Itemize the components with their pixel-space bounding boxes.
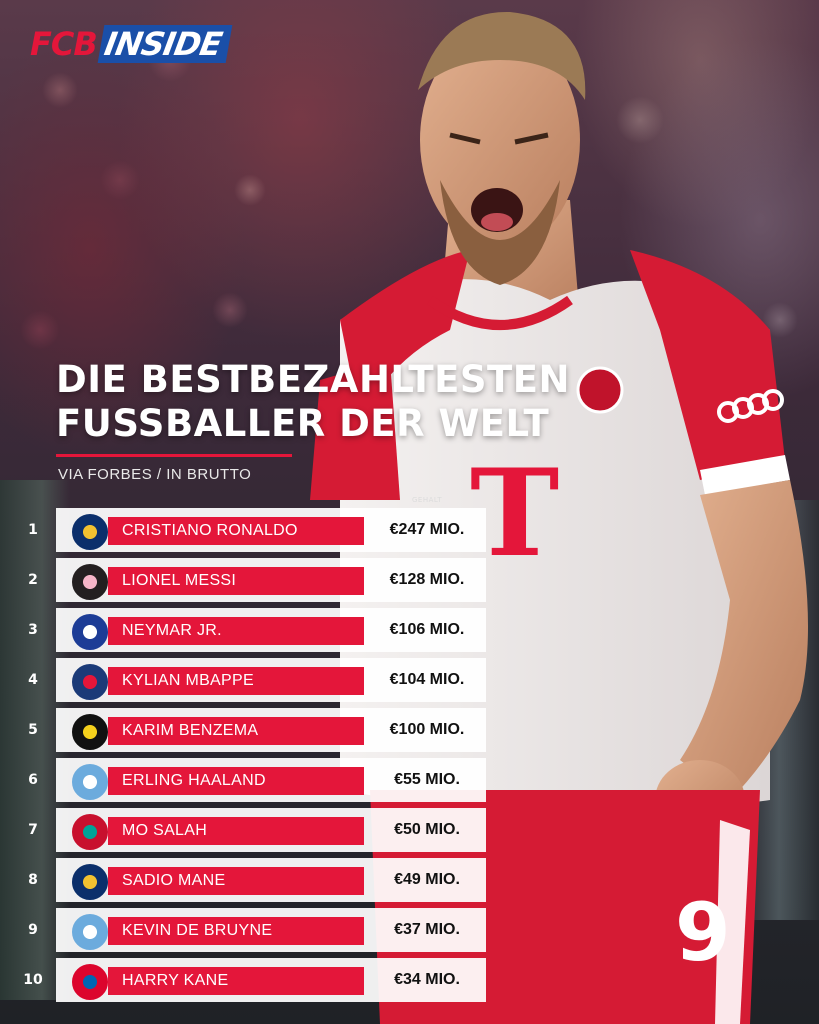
rank-number: 4: [28, 672, 38, 688]
player-name: KEVIN DE BRUYNE: [122, 922, 273, 939]
man-city-crest-icon: [72, 914, 108, 950]
rank-number: 10: [23, 972, 43, 988]
rank-number: 9: [28, 922, 38, 938]
name-bar: [108, 567, 364, 595]
name-bar: [108, 817, 364, 845]
salary-value: €104 MIO.: [389, 671, 465, 688]
rank-number: 7: [28, 822, 38, 838]
title-line-2: FUSSBALLER DER WELT: [56, 402, 550, 445]
name-bar: [108, 967, 364, 995]
name-bar: [108, 917, 364, 945]
salary-column-label: GEHALT: [412, 496, 443, 504]
name-bar: [108, 517, 364, 545]
name-bar: [108, 717, 364, 745]
rank-number: 8: [28, 872, 38, 888]
table-row: 10 HARRY KANE €34 MIO.: [0, 958, 490, 1002]
salary-value: €55 MIO.: [394, 771, 460, 788]
player-name: CRISTIANO RONALDO: [122, 522, 298, 539]
source-subtitle: VIA FORBES / IN BRUTTO: [58, 466, 252, 483]
table-row: 4 KYLIAN MBAPPE €104 MIO.: [0, 658, 490, 702]
player-name: ERLING HAALAND: [122, 772, 266, 789]
liverpool-crest-icon: [72, 814, 108, 850]
player-name: NEYMAR JR.: [122, 622, 222, 639]
rank-number: 2: [28, 572, 38, 588]
rank-number: 6: [28, 772, 38, 788]
player-name: LIONEL MESSI: [122, 572, 237, 589]
al-nassr-crest-icon: [72, 864, 108, 900]
player-name: KARIM BENZEMA: [122, 722, 259, 739]
salary-value: €49 MIO.: [394, 871, 460, 888]
psg-crest-icon: [72, 664, 108, 700]
player-name: MO SALAH: [122, 822, 208, 839]
salary-value: €106 MIO.: [389, 621, 465, 638]
al-ittihad-crest-icon: [72, 714, 108, 750]
name-bar: [108, 867, 364, 895]
salary-value: €247 MIO.: [389, 521, 465, 538]
table-row: 1 CRISTIANO RONALDO €247 MIO.: [0, 508, 490, 552]
salary-value: €34 MIO.: [394, 971, 460, 988]
title-underline: [56, 454, 292, 457]
rank-number: 5: [28, 722, 38, 738]
al-hilal-crest-icon: [72, 614, 108, 650]
page-title: DIE BESTBEZAHLTESTEN FUSSBALLER DER WELT: [56, 358, 756, 446]
table-row: 8 SADIO MANE €49 MIO.: [0, 858, 490, 902]
table-row: 7 MO SALAH €50 MIO.: [0, 808, 490, 852]
name-bar: [108, 617, 364, 645]
inter-miami-crest-icon: [72, 564, 108, 600]
table-row: 3 NEYMAR JR. €106 MIO.: [0, 608, 490, 652]
table-row: 2 LIONEL MESSI €128 MIO.: [0, 558, 490, 602]
man-city-crest-icon: [72, 764, 108, 800]
shorts-number: 9: [675, 886, 731, 979]
player-name: HARRY KANE: [122, 972, 229, 989]
player-name: KYLIAN MBAPPE: [122, 672, 254, 689]
brand-logo-part1: FCB: [30, 25, 98, 63]
fc-bayern-crest-icon: [72, 964, 108, 1000]
al-nassr-crest-icon: [72, 514, 108, 550]
rank-number: 3: [28, 622, 38, 638]
salary-value: €50 MIO.: [394, 821, 460, 838]
title-line-1: DIE BESTBEZAHLTESTEN: [56, 358, 570, 401]
table-row: 5 KARIM BENZEMA €100 MIO.: [0, 708, 490, 752]
salary-value: €100 MIO.: [389, 721, 465, 738]
salary-value: €128 MIO.: [389, 571, 465, 588]
name-bar: [108, 667, 364, 695]
player-name: SADIO MANE: [122, 872, 226, 889]
salary-value: €37 MIO.: [394, 921, 460, 938]
table-row: 6 ERLING HAALAND €55 MIO.: [0, 758, 490, 802]
brand-logo-part2: INSIDE: [97, 25, 233, 63]
rank-number: 1: [28, 522, 38, 538]
name-bar: [108, 767, 364, 795]
brand-logo: FCB INSIDE: [30, 25, 233, 63]
table-row: 9 KEVIN DE BRUYNE €37 MIO.: [0, 908, 490, 952]
